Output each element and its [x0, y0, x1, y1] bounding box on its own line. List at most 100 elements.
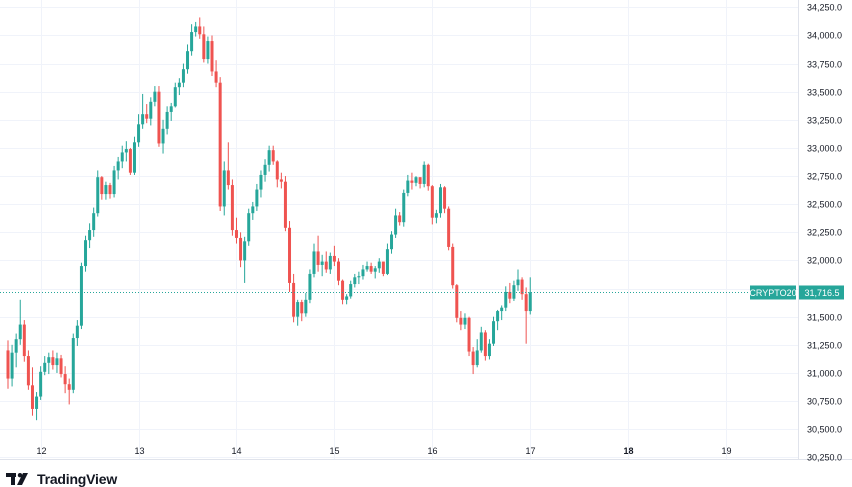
candle-up: [181, 69, 185, 83]
candle-down: [443, 187, 447, 209]
candle-up: [132, 142, 136, 173]
candle-down: [430, 186, 434, 218]
time-axis[interactable]: 12 13 14 15 16 17 18 19: [36, 446, 731, 456]
candle-up: [353, 277, 357, 285]
candle-up: [84, 240, 88, 267]
candle-up: [206, 41, 210, 60]
candle-up: [390, 234, 394, 250]
candle-up: [308, 273, 312, 300]
candle-up: [528, 292, 532, 312]
candle-down: [279, 179, 283, 182]
price-tick-label: 34,250.0: [807, 3, 842, 13]
candle-up: [243, 241, 247, 261]
candle-down: [100, 177, 104, 195]
candle-up: [312, 251, 316, 274]
candle-down: [369, 266, 373, 272]
candle-up: [120, 152, 124, 162]
last-price-label-text: 31,716.5: [804, 288, 839, 298]
candle-down: [300, 302, 304, 314]
candle-up: [222, 170, 226, 207]
candle-up: [296, 302, 300, 317]
candle-up: [512, 285, 516, 299]
time-tick-label: 17: [525, 446, 535, 456]
candle-up: [500, 307, 504, 312]
candle-up: [434, 213, 438, 218]
candle-up: [475, 350, 479, 366]
price-axis[interactable]: 34,250.0 34,000.0 33,750.0 33,500.0 33,250.0…: [807, 3, 842, 463]
candle-down: [467, 317, 471, 352]
candle-up: [177, 82, 181, 88]
candle-up: [14, 339, 18, 353]
candle-up: [492, 321, 496, 344]
candle-down: [336, 261, 340, 281]
price-tick-label: 31,500.0: [807, 313, 842, 323]
candle-up: [304, 299, 308, 314]
price-tick-label: 34,000.0: [807, 31, 842, 41]
candle-up: [349, 284, 353, 297]
candle-up: [112, 170, 116, 195]
candle-up: [267, 150, 271, 165]
candle-up: [251, 206, 255, 214]
candle-up: [255, 189, 259, 207]
candle-down: [271, 150, 275, 162]
candle-down: [218, 82, 222, 207]
price-tick-label: 32,250.0: [807, 228, 842, 238]
candle-up: [104, 185, 108, 195]
symbol-label-text: CRYPTO20: [749, 288, 796, 298]
candle-down: [51, 357, 55, 366]
last-price-label: 31,716.5: [799, 285, 844, 300]
candle-up: [516, 279, 520, 286]
candle-up: [96, 177, 100, 214]
candle-up: [328, 255, 332, 270]
candle-down: [316, 251, 320, 265]
candle-up: [10, 352, 14, 379]
brand-name: TradingView: [37, 470, 118, 487]
tradingview-branding[interactable]: TradingView: [6, 470, 118, 487]
candle-down: [471, 351, 475, 366]
candle-up: [75, 325, 79, 339]
time-tick-label: 18: [623, 446, 633, 456]
price-tick-label: 31,250.0: [807, 341, 842, 351]
candle-up: [88, 230, 92, 241]
candle-up: [406, 180, 410, 193]
candle-up: [137, 124, 141, 143]
candle-down: [26, 356, 30, 386]
candle-down: [239, 237, 243, 261]
candle-up: [153, 91, 157, 102]
candle-down: [524, 294, 528, 312]
candle-up: [35, 396, 39, 409]
candle-down: [275, 161, 279, 180]
candle-down: [483, 332, 487, 357]
time-tick-label: 12: [36, 446, 46, 456]
candle-down: [214, 71, 218, 83]
candle-down: [508, 291, 512, 299]
candle-down: [30, 385, 34, 409]
candle-down: [418, 177, 422, 184]
time-tick-label: 14: [231, 446, 241, 456]
candle-up: [247, 213, 251, 242]
candle-down: [455, 285, 459, 318]
chart-grid: [0, 0, 798, 459]
candle-up: [345, 296, 349, 300]
candle-up: [438, 187, 442, 214]
candle-up: [496, 311, 500, 322]
candle-down: [324, 261, 328, 270]
candle-down: [332, 255, 336, 262]
time-tick-label: 15: [329, 446, 339, 456]
candle-up: [487, 343, 491, 357]
candle-down: [451, 246, 455, 286]
candle-down: [447, 208, 451, 247]
candle-up: [361, 269, 365, 277]
candle-up: [414, 177, 418, 183]
candle-up: [373, 268, 377, 272]
candle-down: [22, 324, 26, 357]
candle-up: [479, 332, 483, 351]
candle-up: [43, 362, 47, 372]
candle-down: [226, 170, 230, 186]
candle-up: [394, 215, 398, 235]
price-tick-label: 33,000.0: [807, 144, 842, 154]
candle-up: [263, 164, 267, 175]
candle-down: [230, 185, 234, 231]
candle-down: [288, 227, 292, 283]
